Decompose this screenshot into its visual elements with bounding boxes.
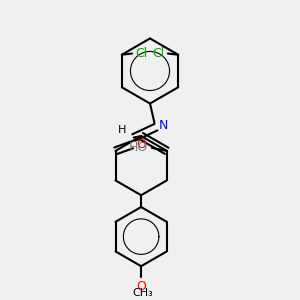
Text: H: H xyxy=(118,125,126,135)
Text: O: O xyxy=(136,280,146,292)
Text: CH₃: CH₃ xyxy=(132,288,153,298)
Text: Cl: Cl xyxy=(135,47,147,60)
Text: Cl: Cl xyxy=(153,47,165,60)
Text: N: N xyxy=(159,119,168,132)
Text: O: O xyxy=(136,138,146,152)
Text: HO: HO xyxy=(128,141,148,154)
